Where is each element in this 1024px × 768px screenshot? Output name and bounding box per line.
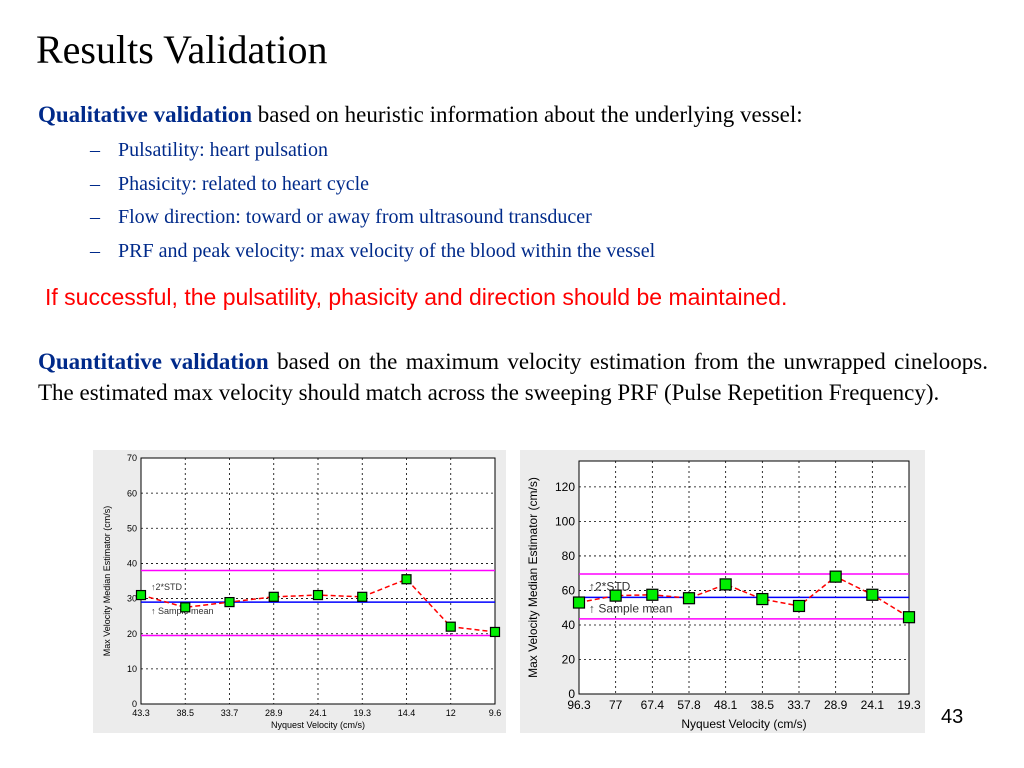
y-tick-label: 10 [127,664,137,674]
x-tick-label: 57.8 [677,698,701,712]
plot-area [578,460,910,695]
x-axis-label: Nyquest Velocity (cm/s) [681,717,806,731]
slide-title: Results Validation [36,27,328,72]
data-point [268,591,279,602]
x-tick-label: 19.3 [897,698,921,712]
x-tick-label: 28.9 [265,708,283,718]
y-tick-label: 0 [568,687,575,701]
data-point [135,589,147,601]
y-tick-label: 120 [555,480,575,494]
qualitative-paragraph: Qualitative validation based on heuristi… [38,99,988,130]
y-tick-label: 70 [127,453,137,463]
series-line [578,575,910,618]
bullet-item: – Phasicity: related to heart cycle [90,170,655,204]
data-point [902,611,916,624]
x-tick-label: 96.3 [567,698,591,712]
y-tick-label: 80 [562,549,576,563]
velocity-chart-right: 96.3 77 67.4 57.8 48.1 38.5 33.7 28.9 24.1 19.3 0 2… [520,450,925,733]
data-point [357,591,368,602]
bullet-text: Pulsatility: heart pulsation [118,139,328,161]
quantitative-lead: Quantitative validation [38,349,269,374]
y-tick-label: 20 [127,629,137,639]
data-point [682,592,696,605]
y-tick-label: 40 [127,559,137,569]
x-tick-label: 38.5 [176,708,194,718]
std-annotation: ↑2*STD [151,582,183,592]
x-tick-label: 33.7 [787,698,811,712]
data-point [719,578,732,591]
bullet-item: – Pulsatility: heart pulsation [90,136,655,170]
data-point [572,596,586,609]
x-tick-label: 48.1 [714,698,738,712]
x-tick-label: 24.1 [309,708,327,718]
chart-svg: 96.3 77 67.4 57.8 48.1 38.5 33.7 28.9 24.1 19.3 0 2… [526,460,921,731]
bullet-text: PRF and peak velocity: max velocity of t… [118,239,656,262]
x-tick-label: 19.3 [353,708,371,718]
y-tick-label: 60 [562,584,576,598]
data-point [445,621,456,632]
chart-svg: 43.3 38.5 33.7 28.9 24.1 19.3 14.4 12 9.6 0 10 20 30… [102,453,502,730]
bullet-item: – Flow direction: toward or away from ult… [90,203,655,237]
data-point [792,599,806,613]
data-point [866,588,879,601]
bullet-text: Phasicity: related to heart cycle [118,172,370,195]
x-axis-label: Nyquest Velocity (cm/s) [271,720,365,730]
data-point [829,570,842,583]
qualitative-bullet-list: – Pulsatility: heart pulsation – Phasicity… [90,136,655,270]
bullet-marker: – [90,239,100,262]
x-tick-label: 67.4 [641,698,665,712]
y-tick-label: 40 [562,618,576,632]
data-point [756,592,769,606]
data-point [180,602,191,613]
x-tick-label: 9.6 [489,708,502,718]
x-tick-label: 38.5 [751,698,775,712]
bullet-marker: – [90,172,100,195]
bullet-item: – PRF and peak velocity: max velocity of … [90,237,655,271]
x-tick-label: 28.9 [824,698,848,712]
x-tick-label: 33.7 [221,708,239,718]
bullet-text: Flow direction: toward or away from ultr… [118,206,592,228]
data-point [312,589,324,601]
y-tick-label: 100 [555,515,575,529]
y-tick-label: 30 [127,594,137,604]
y-tick-label: 0 [132,699,137,709]
qualitative-lead: Qualitative validation [38,102,253,127]
y-axis-label: Max Velocity Median Estimator (cm/s) [102,506,112,657]
success-note: If successful, the pulsatility, phasicit… [45,284,788,310]
quantitative-text: based on the maximum velocity estimation… [38,349,988,405]
mean-annotation: ↑ Sample mean [589,601,672,615]
x-tick-label: 43.3 [132,708,150,718]
y-axis-label: Max Velocity Median Estimator (cm/s) [526,477,540,678]
qualitative-text: based on heuristic information about the… [252,102,803,127]
data-point [609,589,622,602]
x-tick-label: 14.4 [398,708,416,718]
x-tick-label: 77 [609,698,623,712]
data-point [646,588,659,601]
y-tick-label: 50 [127,523,137,533]
y-tick-label: 20 [562,653,576,667]
bullet-marker: – [90,139,100,161]
page-number: 43 [941,706,964,728]
bullet-marker: – [90,206,100,228]
data-point [224,596,235,608]
velocity-chart-left: 43.3 38.5 33.7 28.9 24.1 19.3 14.4 12 9.6 0 10 20 30… [93,450,506,733]
quantitative-paragraph: Quantitative validation based on the max… [38,346,988,408]
data-point [489,626,501,638]
x-tick-label: 24.1 [861,698,885,712]
x-tick-label: 12 [446,708,456,718]
data-point [401,574,412,585]
y-tick-label: 60 [127,488,137,498]
